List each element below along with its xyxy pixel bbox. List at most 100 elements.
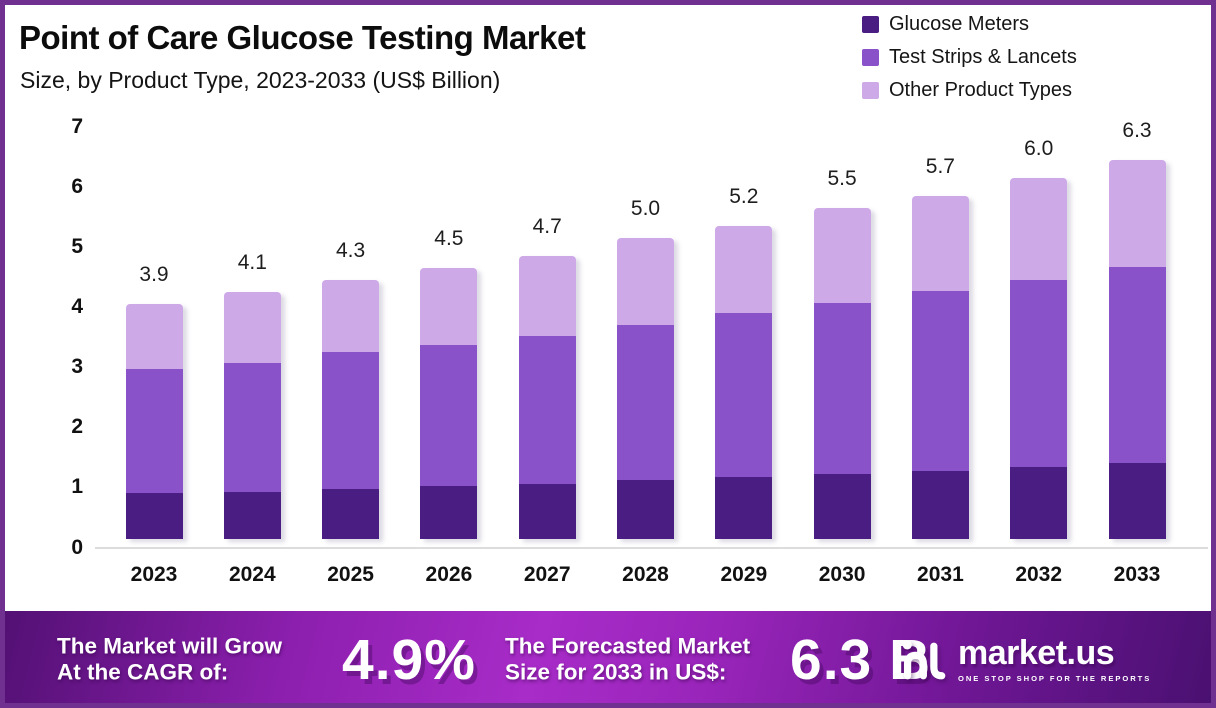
- x-axis-year-label-2033: 2033: [1113, 563, 1161, 586]
- x-axis-line: [95, 547, 1208, 549]
- stacked-bar-chart: 0 1 2 3 4 5 6 7 3.9 2023 4.1 2024 4.3 2025 4.5 2026 4.7 2…: [5, 5, 1211, 703]
- legend-item-other-product-types: Other Product Types: [862, 79, 1077, 102]
- bar-segment-2033-test-strips-lancets: [1108, 267, 1166, 464]
- cagr-label-line2: At the CAGR of:: [57, 659, 229, 685]
- legend-swatch: [862, 82, 879, 99]
- cagr-value: 4.9%: [342, 627, 476, 692]
- x-axis-year-label-2032: 2032: [1015, 563, 1063, 586]
- bar-segment-2031-test-strips-lancets: [911, 291, 969, 471]
- bar-segment-2029-glucose-meters: [715, 476, 773, 539]
- bar-2029: [715, 226, 773, 539]
- page-title: Point of Care Glucose Testing Market: [19, 19, 586, 56]
- marketus-logo-name: market.us: [958, 634, 1115, 672]
- x-axis-year-label-2027: 2027: [523, 563, 571, 586]
- bar-total-label-2033: 6.3: [1122, 119, 1152, 143]
- bar-segment-2026-glucose-meters: [420, 486, 478, 539]
- y-axis-tick-4: 4: [71, 295, 83, 319]
- bar-total-label-2028: 5.0: [630, 197, 661, 221]
- bar-segment-2025-glucose-meters: [322, 489, 380, 539]
- bar-segment-2028-other-product-types: [617, 238, 674, 326]
- legend-swatch: [862, 16, 879, 33]
- bar-segment-2030-other-product-types: [813, 208, 871, 303]
- bar-segment-2030-glucose-meters: [813, 473, 871, 539]
- bar-segment-2027-test-strips-lancets: [518, 335, 576, 484]
- bar-2033: [1108, 160, 1166, 539]
- bar-total-label-2030: 5.5: [827, 167, 857, 191]
- bar-segment-2025-test-strips-lancets: [322, 352, 380, 490]
- x-axis-year-label-2029: 2029: [720, 563, 768, 586]
- legend-item-test-strips-lancets: Test Strips & Lancets: [862, 46, 1077, 69]
- bottom-banner: The Market will Grow At the CAGR of: 4.9…: [5, 611, 1211, 703]
- bar-2030: [813, 208, 871, 539]
- bar-total-label-2029: 5.2: [729, 185, 759, 209]
- chart-legend: Glucose Meters Test Strips & Lancets Other…: [862, 13, 1077, 102]
- marketus-logo: market.us ONE STOP SHOP FOR THE REPORTS: [901, 636, 1151, 684]
- bar-segment-2033-glucose-meters: [1108, 463, 1166, 539]
- forecast-label-line1: The Forecasted Market: [505, 632, 751, 658]
- bar-segment-2028-glucose-meters: [617, 480, 674, 539]
- bar-2027: [518, 256, 576, 539]
- bar-segment-2031-other-product-types: [911, 196, 969, 292]
- forecast-label-line2: Size for 2033 in US$:: [505, 659, 727, 685]
- bar-segment-2026-other-product-types: [420, 268, 478, 346]
- bar-segment-2023-other-product-types: [125, 304, 183, 370]
- x-axis-year-label-2025: 2025: [327, 563, 374, 586]
- bar-segment-2023-test-strips-lancets: [125, 369, 183, 494]
- bar-2025: [322, 280, 380, 539]
- y-axis-tick-7: 7: [71, 115, 83, 139]
- bar-total-label-2024: 4.1: [237, 251, 267, 275]
- x-axis-year-label-2030: 2030: [818, 563, 866, 586]
- bar-total-label-2025: 4.3: [335, 239, 366, 263]
- x-axis-year-label-2026: 2026: [425, 563, 473, 586]
- bar-2026: [420, 268, 478, 539]
- x-axis-year-label-2023: 2023: [130, 563, 178, 586]
- marketus-logo-tagline: ONE STOP SHOP FOR THE REPORTS: [958, 674, 1152, 683]
- bar-segment-2024-other-product-types: [223, 292, 281, 364]
- forecast-label: The Forecasted Market Size for 2033 in U…: [505, 633, 750, 686]
- bar-segment-2028-test-strips-lancets: [617, 325, 674, 481]
- bar-2028: [617, 238, 674, 539]
- legend-label: Glucose Meters: [889, 13, 1030, 35]
- bar-segment-2027-other-product-types: [518, 256, 576, 336]
- bar-segment-2023-glucose-meters: [125, 493, 183, 539]
- bar-segment-2032-glucose-meters: [1010, 467, 1068, 539]
- y-axis-tick-2: 2: [71, 415, 83, 439]
- bar-segment-2026-test-strips-lancets: [420, 345, 478, 487]
- bar-segment-2029-other-product-types: [715, 226, 773, 313]
- bar-total-label-2026: 4.5: [434, 227, 464, 251]
- y-axis-tick-1: 1: [71, 475, 83, 499]
- cagr-label-line1: The Market will Grow: [57, 632, 283, 658]
- bar-segment-2024-test-strips-lancets: [223, 363, 281, 492]
- bar-segment-2030-test-strips-lancets: [813, 302, 871, 474]
- cagr-label: The Market will Grow At the CAGR of:: [57, 633, 282, 686]
- y-axis-tick-5: 5: [71, 235, 83, 259]
- bar-2024: [223, 292, 281, 539]
- marketus-logo-icon: [901, 636, 947, 684]
- bar-2031: [911, 196, 969, 539]
- legend-label: Test Strips & Lancets: [889, 46, 1077, 68]
- bar-total-label-2027: 4.7: [532, 215, 562, 239]
- bar-segment-2032-other-product-types: [1010, 178, 1068, 280]
- x-axis-year-label-2031: 2031: [917, 563, 964, 586]
- page-subtitle: Size, by Product Type, 2023-2033 (US$ Bi…: [20, 67, 501, 93]
- bar-segment-2032-test-strips-lancets: [1010, 279, 1068, 468]
- bar-total-label-2032: 6.0: [1024, 137, 1054, 161]
- y-axis-tick-3: 3: [71, 355, 83, 379]
- bar-segment-2024-glucose-meters: [223, 491, 281, 539]
- bar-segment-2027-glucose-meters: [518, 483, 576, 539]
- x-axis-year-label-2024: 2024: [228, 563, 276, 586]
- bar-segment-2029-test-strips-lancets: [715, 312, 773, 477]
- y-axis-tick-0: 0: [71, 535, 83, 559]
- bar-2023: [125, 304, 183, 539]
- bar-segment-2033-other-product-types: [1108, 160, 1166, 268]
- bar-total-label-2023: 3.9: [139, 263, 169, 287]
- legend-item-glucose-meters: Glucose Meters: [862, 13, 1077, 36]
- legend-label: Other Product Types: [889, 79, 1073, 101]
- legend-swatch: [862, 49, 879, 66]
- x-axis-year-label-2028: 2028: [622, 563, 669, 586]
- bar-total-label-2031: 5.7: [925, 155, 955, 179]
- bar-segment-2031-glucose-meters: [911, 470, 969, 539]
- bar-segment-2025-other-product-types: [322, 280, 380, 353]
- bar-2032: [1010, 178, 1068, 539]
